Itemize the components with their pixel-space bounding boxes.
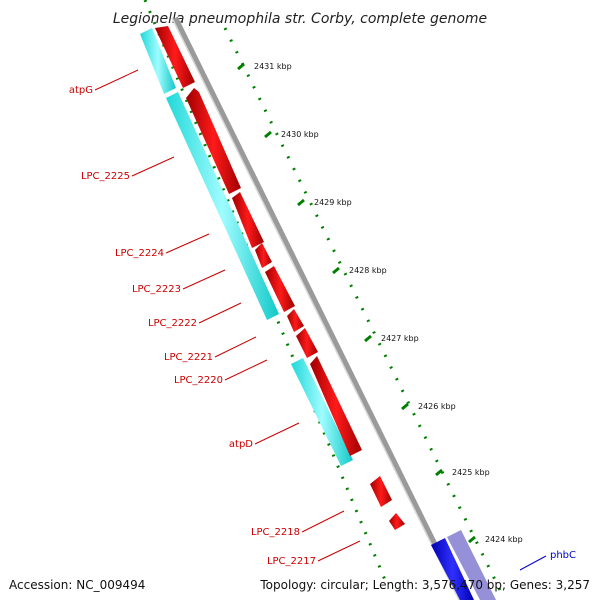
- kbp-ticks: 2431 kbp 2430 kbp 2429 kbp 2428 kbp 2427 kbp…: [237, 62, 523, 544]
- gene-label: atpG: [69, 85, 93, 96]
- gene-red-lpc2222: [265, 266, 295, 312]
- gene-red-lpc2218: [370, 476, 392, 507]
- gene-label: LPC_2217: [267, 556, 316, 567]
- gene-cyan-atpG: [140, 28, 176, 94]
- phbC-gene: [431, 530, 496, 600]
- gene-red-lpc2221: [287, 309, 304, 332]
- gene-leader-line: [301, 510, 345, 533]
- kbp-tick-label: 2426 kbp: [418, 402, 456, 411]
- kbp-tick-label: 2430 kbp: [281, 130, 319, 139]
- gene-leader-line: [254, 422, 300, 445]
- gene-leader-line: [317, 540, 361, 562]
- gene-cyan-block-2: [291, 358, 353, 466]
- gene-red-lpc2223: [255, 243, 272, 268]
- gene-label: LPC_2224: [115, 248, 164, 259]
- gene-leader-line: [519, 555, 547, 571]
- kbp-tick-label: 2425 kbp: [452, 468, 490, 477]
- kbp-tick-label: 2427 kbp: [381, 334, 419, 343]
- gene-leader-line: [214, 336, 257, 358]
- gene-leader-line: [182, 269, 226, 290]
- gene-label: phbC: [550, 550, 576, 561]
- kbp-tick-label: 2431 kbp: [254, 62, 292, 71]
- gene-labels: atpG LPC_2225 LPC_2224 LPC_2223 LPC_2222 LPC_…: [69, 69, 576, 571]
- gene-red-lpc2220: [296, 328, 318, 358]
- kbp-tick-mark: [237, 62, 245, 71]
- gene-label: LPC_2221: [164, 352, 213, 363]
- kbp-tick-mark: [297, 198, 305, 207]
- gene-label: LPC_2220: [174, 375, 223, 386]
- gene-label: LPC_2218: [251, 527, 300, 538]
- gene-label: LPC_2223: [132, 284, 181, 295]
- kbp-tick-mark: [332, 266, 340, 275]
- red-genes: [155, 26, 405, 530]
- kbp-tick-mark: [401, 402, 409, 411]
- genome-backbone: [171, 16, 465, 600]
- gene-red-lpc2225: [186, 88, 241, 194]
- gene-leader-line: [94, 69, 139, 91]
- kbp-tick-mark: [468, 535, 476, 544]
- kbp-tick-label: 2424 kbp: [485, 535, 523, 544]
- gene-label: atpD: [229, 439, 253, 450]
- map-title: Legionella pneumophila str. Corby, compl…: [113, 11, 487, 27]
- accession-text: Accession: NC_009494: [9, 578, 146, 592]
- kbp-tick-mark: [264, 130, 272, 139]
- cyan-genes: [140, 28, 353, 466]
- gene-red-lpc2217: [389, 513, 405, 530]
- gene-leader-line: [131, 156, 175, 177]
- outer-dotted-scale: [223, 27, 502, 591]
- kbp-tick-mark: [364, 334, 372, 343]
- gene-label: LPC_2222: [148, 318, 197, 329]
- gene-red-atpG: [155, 26, 195, 88]
- gene-leader-line: [198, 302, 242, 324]
- gene-label: LPC_2225: [81, 171, 130, 182]
- kbp-tick-label: 2428 kbp: [349, 266, 387, 275]
- kbp-tick-mark: [435, 468, 443, 477]
- kbp-tick-label: 2429 kbp: [314, 198, 352, 207]
- gene-leader-line: [224, 359, 268, 381]
- gene-red-lpc2224: [232, 192, 264, 248]
- gene-red-atpD: [310, 356, 362, 456]
- gene-cyan-block-1: [166, 92, 279, 320]
- topology-text: Topology: circular; Length: 3,576,470 bp…: [260, 578, 590, 592]
- gene-leader-line: [165, 233, 210, 254]
